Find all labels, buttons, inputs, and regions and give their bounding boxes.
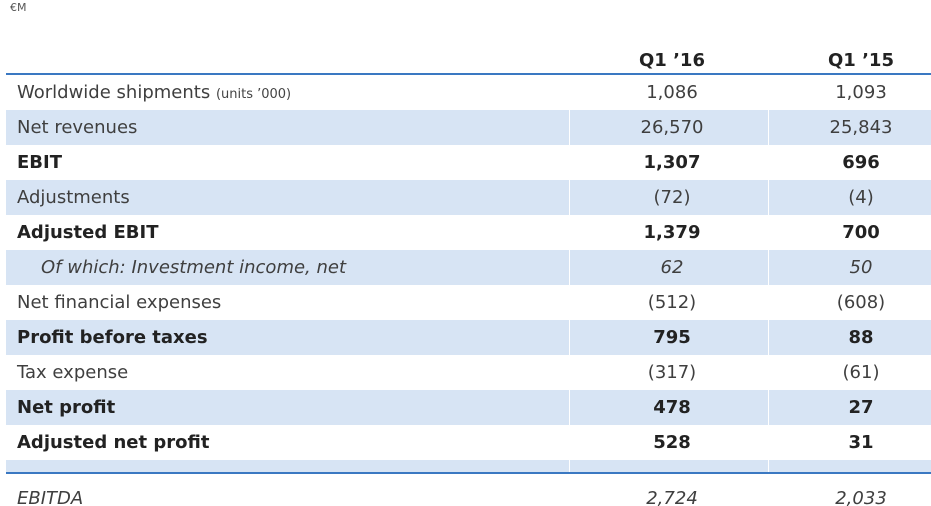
unit-label: €M [10,1,27,14]
row-label: Net financial expenses [17,292,222,313]
value-q1-15: 2,033 [835,488,887,506]
column-header-q1-16: Q1 ’16 [639,50,705,71]
value-q1-15: 1,093 [835,82,887,103]
table-row-adjusted-ebit: Adjusted EBIT 1,379 700 [6,215,931,250]
table-row-profit-before-taxes: Profit before taxes 795 88 [6,320,931,355]
value-q1-16: 1,307 [643,152,701,173]
table-row-worldwide-shipments: Worldwide shipments (units ’000) 1,086 1… [6,75,931,110]
table-row-investment-income: Of which: Investment income, net 62 50 [6,250,931,285]
value-q1-16: 478 [653,397,691,418]
table-row-adjustments: Adjustments (72) (4) [6,180,931,215]
value-q1-16: 528 [653,432,691,453]
value-q1-16: 26,570 [640,117,704,138]
row-label-unit: (units ’000) [215,87,292,102]
row-label: Tax expense [17,362,129,383]
table-spacer-row [6,460,931,474]
row-label: Net profit [17,397,116,418]
value-q1-15: (61) [842,362,880,383]
table-row-adjusted-net-profit: Adjusted net profit 528 31 [6,425,931,460]
row-label: Profit before taxes [17,327,208,348]
table-row-net-revenues: Net revenues 26,570 25,843 [6,110,931,145]
value-q1-16: 1,379 [643,222,701,243]
table-row-ebitda: EBITDA 2,724 2,033 [6,474,931,506]
value-q1-15: 700 [842,222,880,243]
row-label: Worldwide shipments (units ’000) [17,82,292,103]
table-row-net-financial-expenses: Net financial expenses (512) (608) [6,285,931,320]
row-label: Of which: Investment income, net [41,257,347,278]
value-q1-16: 1,086 [646,82,698,103]
row-label: Adjusted EBIT [17,222,159,243]
value-q1-16: (72) [653,187,691,208]
row-label: EBITDA [17,488,84,506]
value-q1-16: 2,724 [646,488,698,506]
value-q1-15: (4) [848,187,874,208]
table-row-tax-expense: Tax expense (317) (61) [6,355,931,390]
value-q1-16: 795 [653,327,691,348]
table-row-ebit: EBIT 1,307 696 [6,145,931,180]
row-label: Net revenues [17,117,138,138]
value-q1-15: 50 [849,257,873,278]
value-q1-16: 62 [660,257,684,278]
value-q1-16: (317) [647,362,697,383]
financial-table: Q1 ’16 Q1 ’15 Worldwide shipments (units… [6,45,931,506]
value-q1-15: 31 [848,432,874,453]
value-q1-15: 696 [842,152,880,173]
column-header-q1-15: Q1 ’15 [828,50,894,71]
value-q1-15: 27 [848,397,874,418]
value-q1-16: (512) [647,292,697,313]
value-q1-15: (608) [836,292,886,313]
value-q1-15: 25,843 [829,117,893,138]
row-label: Adjustments [17,187,130,208]
row-label: Adjusted net profit [17,432,210,453]
table-header: Q1 ’16 Q1 ’15 [6,45,931,75]
row-label: EBIT [17,152,62,173]
value-q1-15: 88 [848,327,874,348]
table-row-net-profit: Net profit 478 27 [6,390,931,425]
